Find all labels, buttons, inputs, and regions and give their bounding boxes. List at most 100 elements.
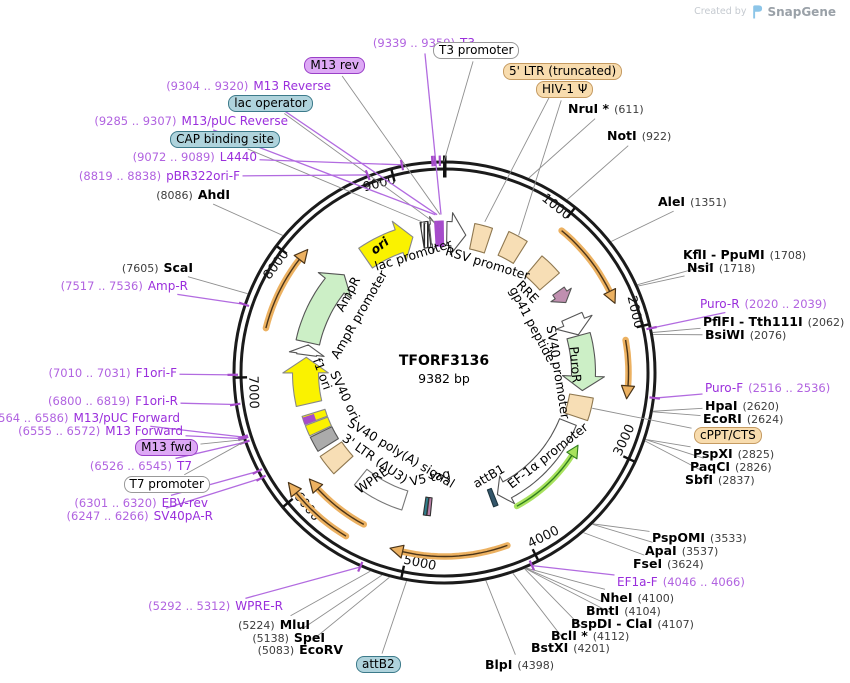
range: (6800 .. 6819) <box>48 394 131 408</box>
leader-line <box>566 145 629 200</box>
enzyme-name: ApaI <box>645 543 677 558</box>
leader-line <box>637 263 714 286</box>
primer-name: EF1a-F <box>617 575 658 589</box>
feature-wpre <box>353 468 409 511</box>
range: (6564 .. 6586) <box>0 411 69 425</box>
primer-name: WPRE-R <box>235 599 283 613</box>
range: (6301 .. 6320) <box>74 496 157 510</box>
feature-name: T3 promoter <box>439 43 514 57</box>
label-enzyme-apai: ApaI (3537) <box>645 543 718 559</box>
feature-puror <box>561 331 605 392</box>
primer-name: L4440 <box>219 150 257 164</box>
label-enzyme-bsiwi: BsiWI (2076) <box>705 327 786 343</box>
feature-5-ltr-truncated <box>469 223 494 254</box>
feature-lac-operator-stripe <box>434 220 439 247</box>
label-primer-amp-r: (7517 .. 7536) Amp-R <box>61 279 188 294</box>
leader-line <box>150 425 243 438</box>
label-hiv1-psi-box: HIV-1 Ψ <box>536 81 594 98</box>
primer-name: F1ori-R <box>135 394 178 408</box>
feature-primer-stripe <box>302 413 315 421</box>
cut-site: (4107) <box>657 618 694 631</box>
feature-orf-green-line <box>516 455 573 507</box>
label-enzyme-pflfi-tth111i: PflFI - Tth111I (2062) <box>703 314 844 330</box>
primer-site-tick <box>252 468 263 475</box>
feature-primer-stripe <box>303 415 316 423</box>
feature-cppt-cts <box>564 393 594 422</box>
orf-arc-line <box>402 544 508 558</box>
primer-site-tick <box>430 155 434 167</box>
enzyme-name: HpaI <box>705 398 738 413</box>
label-enzyme-nhei: NheI (4100) <box>600 590 674 606</box>
leader-line <box>531 564 615 576</box>
feature-name: HIV-1 Ψ <box>542 82 588 96</box>
label-primer-m13-reverse: (9304 .. 9320) M13 Reverse <box>166 79 331 94</box>
leader-line <box>179 373 233 376</box>
feature-3-ltr-du3 <box>319 441 354 475</box>
cut-site: (2062) <box>807 316 845 329</box>
enzyme-name: EcoRI <box>703 411 742 426</box>
feature-name: 5' LTR (truncated) <box>509 64 617 78</box>
orf-arrowhead <box>308 478 324 494</box>
label-enzyme-nrui: NruI * (611) <box>568 101 644 117</box>
cut-site: (5138) <box>252 632 289 645</box>
created-by-text: Created by <box>694 6 747 17</box>
feature-m13-site-stripe <box>438 220 443 247</box>
leader-line <box>187 276 248 295</box>
leader-line <box>651 311 726 329</box>
feature-rsv-promoter <box>446 212 467 256</box>
leader-line <box>592 407 692 429</box>
range: (9285 .. 9307) <box>94 114 177 128</box>
orf-arc-line <box>265 258 300 329</box>
feature-ampr <box>295 272 352 346</box>
orf-arc <box>558 227 613 295</box>
label-5ltr-box: 5' LTR (truncated) <box>503 63 623 80</box>
cut-site: (5224) <box>238 619 275 632</box>
cut-site: (5083) <box>257 644 295 657</box>
leader-line <box>528 118 596 179</box>
leader-line <box>654 393 703 399</box>
leader-line <box>311 576 390 641</box>
enzyme-name: NheI <box>600 590 633 605</box>
leader-line <box>524 568 581 627</box>
leader-line <box>652 411 701 417</box>
label-enzyme-pspomi: PspOMI (3533) <box>652 530 747 546</box>
cut-site: (8086) <box>156 189 193 202</box>
tick-mark <box>282 497 294 508</box>
plasmid-name: TFORF3136 <box>398 353 490 369</box>
leader-line <box>341 75 441 215</box>
leader-line <box>242 174 368 177</box>
orf-arrowhead <box>287 481 302 498</box>
leader-line <box>645 438 691 448</box>
label-primer-puro-r: Puro-R (2020 .. 2039) <box>700 297 827 312</box>
label-attb2-box: attB2 <box>356 656 401 673</box>
cut-site: (3533) <box>710 532 747 545</box>
range: (5292 .. 5312) <box>148 599 231 613</box>
label-enzyme-bcli: BclI * (4112) <box>551 628 629 644</box>
primer-name: M13/pUC Reverse <box>181 114 289 128</box>
leader-line <box>645 439 704 459</box>
feature-hiv1-psi <box>497 230 528 264</box>
enzyme-name: NotI <box>607 128 637 143</box>
leader-line <box>512 572 564 639</box>
tick-label: 3000 <box>611 422 639 458</box>
leader-line <box>652 327 701 333</box>
leader-line <box>185 435 244 440</box>
leader-line <box>583 532 645 556</box>
primer-site-tick <box>649 396 661 400</box>
label-primer-m13-puc-forward: (6564 .. 6586) M13/pUC Forward <box>0 411 180 426</box>
primer-site-tick <box>364 169 371 181</box>
leader-line <box>165 477 262 509</box>
snapgene-brand-text: SnapGene <box>767 4 836 19</box>
label-enzyme-fsei: FseI (3624) <box>633 556 704 572</box>
tick-mark <box>566 207 576 219</box>
feature-sv40-promoter <box>555 311 593 336</box>
primer-site-tick <box>399 159 405 171</box>
orf-arrowhead <box>293 248 309 264</box>
range: (7010 .. 7031) <box>48 366 131 380</box>
enzyme-name: SpeI <box>293 630 325 645</box>
primer-name: T7 <box>177 459 192 473</box>
label-enzyme-hpai: HpaI (2620) <box>705 398 779 414</box>
cut-site: (2825) <box>737 448 775 461</box>
